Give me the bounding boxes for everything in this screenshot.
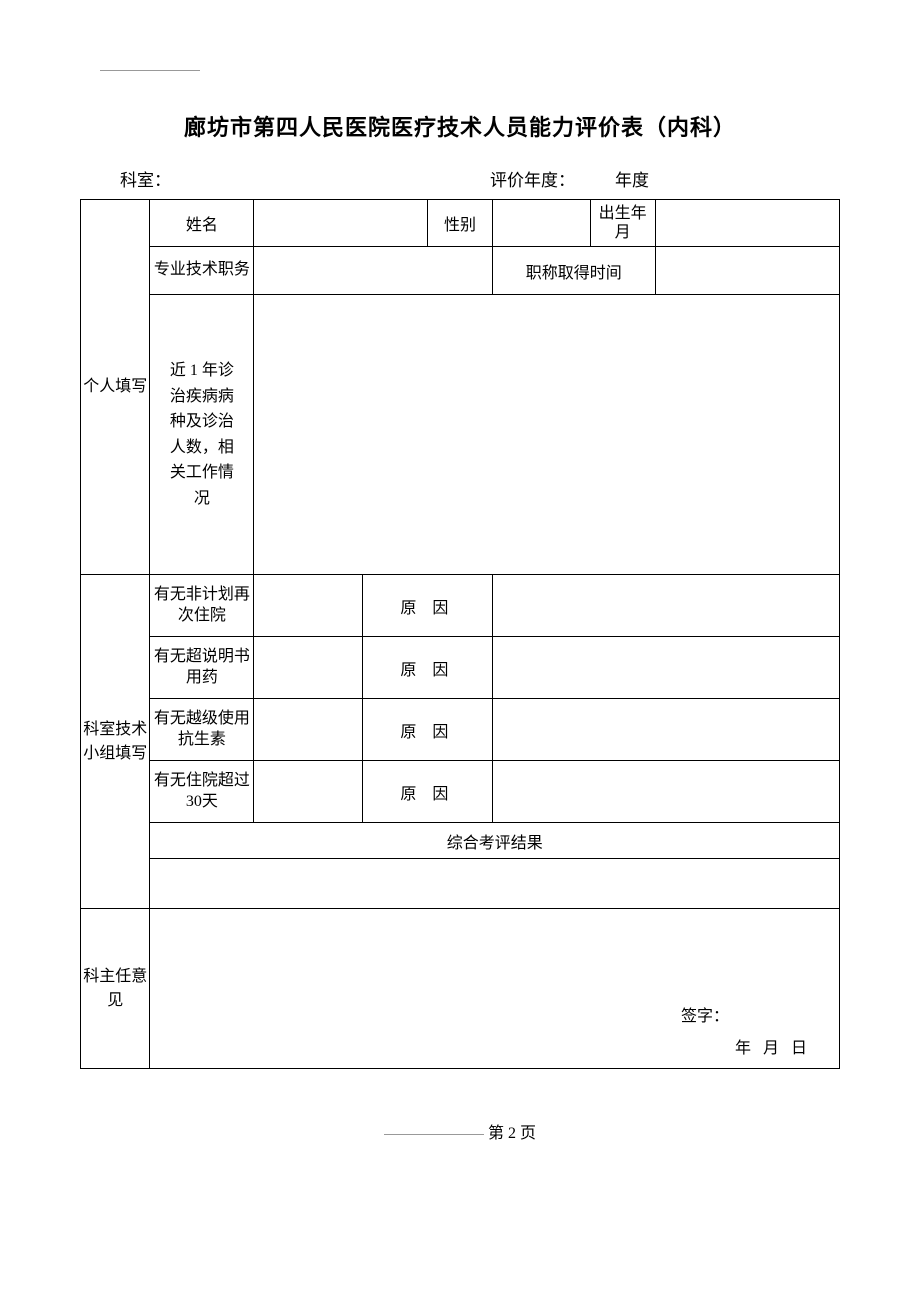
team-row-3-reason-label: 原 因 xyxy=(362,761,492,823)
team-row-1-reason-label: 原 因 xyxy=(362,637,492,699)
team-row-2-label: 有无越级使用抗生素 xyxy=(150,699,254,761)
value-birth xyxy=(655,200,839,247)
team-row-0-reason-label: 原 因 xyxy=(362,575,492,637)
value-gender xyxy=(492,200,590,247)
value-name xyxy=(254,200,427,247)
value-protitle xyxy=(254,247,493,295)
label-protitle: 专业技术职务 xyxy=(150,247,254,295)
label-birth: 出生年月 xyxy=(590,200,655,247)
team-row-1-label: 有无超说明书用药 xyxy=(150,637,254,699)
team-row-0-label: 有无非计划再次住院 xyxy=(150,575,254,637)
team-row-3-value xyxy=(254,761,362,823)
header-row: 科室： 评价年度：年度 xyxy=(80,166,840,191)
result-header: 综合考评结果 xyxy=(150,823,840,859)
decorative-top-line xyxy=(100,70,200,71)
evaluation-table: 个人填写 姓名 性别 出生年月 专业技术职务 职称取得时间 近 1 年诊治疾病病… xyxy=(80,199,840,1069)
page-title: 廊坊市第四人民医院医疗技术人员能力评价表（内科） xyxy=(80,110,840,142)
date-label: 年月日 xyxy=(735,1034,819,1058)
team-row-2-reason-label: 原 因 xyxy=(362,699,492,761)
label-workdesc: 近 1 年诊治疾病病种及诊治人数，相关工作情况 xyxy=(150,295,254,575)
team-row-2-value xyxy=(254,699,362,761)
team-row-2-reason-value xyxy=(492,699,839,761)
value-workdesc xyxy=(254,295,840,575)
dept-label: 科室： xyxy=(120,166,430,191)
team-row-3-label: 有无住院超过 30天 xyxy=(150,761,254,823)
section-personal: 个人填写 xyxy=(81,200,150,575)
page-number: 第 2 页 xyxy=(488,1125,536,1142)
director-opinion: 签字： 年月日 xyxy=(150,909,840,1069)
label-gender: 性别 xyxy=(427,200,492,247)
team-row-3-reason-value xyxy=(492,761,839,823)
team-row-1-value xyxy=(254,637,362,699)
result-body xyxy=(150,859,840,909)
value-gettime xyxy=(655,247,839,295)
page-footer: 第 2 页 xyxy=(80,1119,840,1143)
section-team: 科室技术小组填写 xyxy=(81,575,150,909)
label-name: 姓名 xyxy=(150,200,254,247)
team-row-0-reason-value xyxy=(492,575,839,637)
signature-label: 签字： xyxy=(681,1002,729,1026)
year-label: 评价年度：年度 xyxy=(430,166,800,191)
team-row-1-reason-value xyxy=(492,637,839,699)
label-gettime: 职称取得时间 xyxy=(492,247,655,295)
section-director: 科主任意见 xyxy=(81,909,150,1069)
team-row-0-value xyxy=(254,575,362,637)
